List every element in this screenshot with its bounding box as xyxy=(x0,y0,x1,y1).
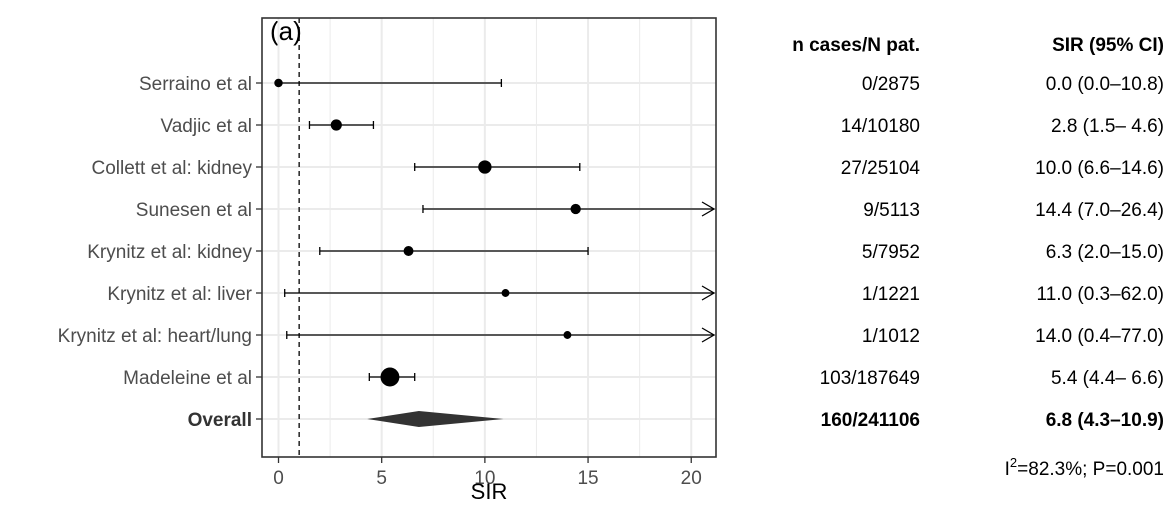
cases-cell: 1/1012 xyxy=(862,326,920,347)
sir-ci-cell: 6.3 (2.0–15.0) xyxy=(1046,242,1164,263)
x-tick-label: 5 xyxy=(376,468,387,489)
cases-cell: 14/10180 xyxy=(841,116,920,137)
study-label: Serraino et al xyxy=(139,74,252,95)
point-estimate xyxy=(403,246,414,256)
point-estimate xyxy=(478,160,492,174)
sir-ci-cell: 11.0 (0.3–62.0) xyxy=(1037,284,1164,305)
y-axis: Serraino et al Vadjic et al Collett et al:… xyxy=(58,74,262,431)
point-estimate xyxy=(563,331,572,339)
ci-column-header: SIR (95% CI) xyxy=(1052,35,1164,56)
point-estimate xyxy=(330,119,342,131)
cases-cell: 1/1221 xyxy=(862,284,920,305)
sir-ci-cell: 2.8 (1.5– 4.6) xyxy=(1051,116,1164,137)
x-axis: 0 5 10 15 20 xyxy=(273,457,702,489)
study-label: Collett et al: kidney xyxy=(91,158,252,179)
study-label: Krynitz et al: kidney xyxy=(87,242,252,263)
sir-ci-cell: 10.0 (6.6–14.6) xyxy=(1035,158,1164,179)
sir-ci-cell: 6.8 (4.3–10.9) xyxy=(1046,410,1164,431)
study-label: Krynitz et al: liver xyxy=(107,284,252,305)
cases-cell: 27/25104 xyxy=(841,158,921,179)
results-table: 0/2875 0.0 (0.0–10.8) 14/10180 2.8 (1.5– 4.… xyxy=(820,74,1164,431)
x-tick-label: 15 xyxy=(577,468,598,489)
cases-cell: 5/7952 xyxy=(862,242,920,263)
heterogeneity-text: =82.3%; P=0.001 xyxy=(1017,459,1164,480)
x-axis-title: SIR xyxy=(471,479,508,504)
cases-cell: 103/187649 xyxy=(820,368,920,389)
cases-column-header: n cases/N pat. xyxy=(792,35,920,56)
sir-ci-cell: 14.0 (0.4–77.0) xyxy=(1035,326,1164,347)
point-estimate xyxy=(380,367,400,387)
study-label: Madeleine et al xyxy=(123,368,252,389)
study-label: Sunesen et al xyxy=(136,200,252,221)
ci-arrow xyxy=(701,201,716,217)
i2-superscript: 2 xyxy=(1010,455,1017,470)
gridlines xyxy=(262,18,716,457)
x-tick-label: 20 xyxy=(681,468,702,489)
study-label: Krynitz et al: heart/lung xyxy=(58,326,252,347)
x-tick-label: 0 xyxy=(273,468,284,489)
study-rows xyxy=(274,78,716,387)
heterogeneity-stat: I2=82.3%; P=0.001 xyxy=(1005,455,1164,480)
overall-diamond xyxy=(367,411,504,427)
sir-ci-cell: 14.4 (7.0–26.4) xyxy=(1035,200,1164,221)
i2-label: I xyxy=(1005,459,1010,480)
panel-tag: (a) xyxy=(270,16,302,46)
cases-cell: 9/5113 xyxy=(863,200,920,221)
sir-ci-cell: 0.0 (0.0–10.8) xyxy=(1046,74,1164,95)
point-estimate xyxy=(570,203,581,215)
overall-label: Overall xyxy=(188,410,252,431)
sir-ci-cell: 5.4 (4.4– 6.6) xyxy=(1051,368,1164,389)
cases-cell: 160/241106 xyxy=(821,410,920,431)
point-estimate xyxy=(501,289,510,297)
study-label: Vadjic et al xyxy=(160,116,252,137)
ci-arrow xyxy=(701,327,716,343)
point-estimate xyxy=(274,78,283,88)
cases-cell: 0/2875 xyxy=(862,74,920,95)
ci-arrow xyxy=(701,285,716,301)
panel-border xyxy=(261,17,717,458)
x-tick-label: 10 xyxy=(474,468,495,489)
